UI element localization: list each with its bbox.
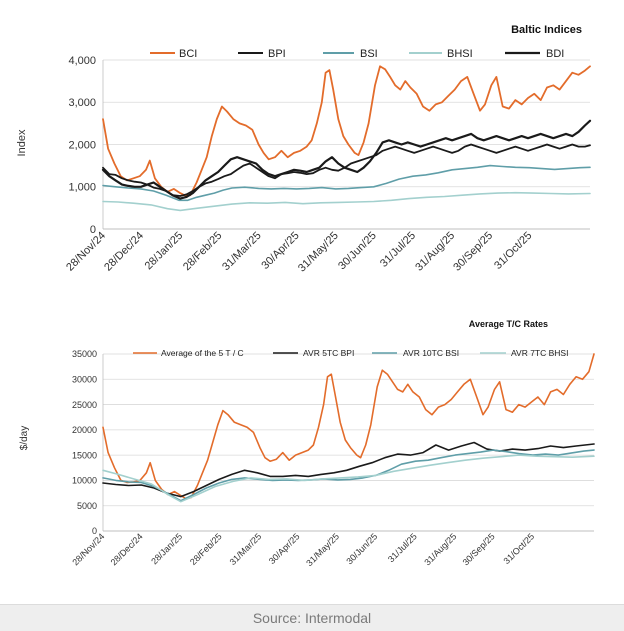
series-line-avr-10tc-bsi bbox=[102, 449, 595, 502]
source-caption: Source: Intermodal bbox=[252, 610, 372, 626]
legend-bci: BCI bbox=[150, 48, 197, 60]
x-tick-label: 30/Jun/25 bbox=[336, 230, 379, 273]
chart2-title: Average T/C Rates bbox=[469, 319, 548, 329]
x-tick-label: 31/Aug/25 bbox=[422, 531, 458, 567]
legend-bsi: BSI bbox=[323, 48, 378, 60]
series-line-avr-7tc-bhsi bbox=[102, 454, 595, 503]
x-tick-label: 31/Jul/25 bbox=[386, 531, 419, 564]
legend-avr-10tc-bsi: AVR 10TC BSI bbox=[372, 348, 459, 358]
series-line-bsi bbox=[102, 164, 591, 202]
legend-avr-5tc-bpi: AVR 5TC BPI bbox=[273, 348, 354, 358]
series-line-bpi bbox=[102, 143, 591, 197]
x-tick-label: 31/Jul/25 bbox=[378, 230, 418, 270]
y-tick-label: 0 bbox=[92, 526, 97, 536]
source-footer: Source: Intermodal bbox=[0, 604, 624, 631]
x-tick-label: 31/May/25 bbox=[296, 230, 341, 275]
chart1-series bbox=[101, 65, 592, 212]
legend-bpi: BPI bbox=[238, 48, 286, 60]
x-tick-label: 31/Oct/25 bbox=[502, 531, 537, 566]
chart1-gridlines bbox=[102, 59, 590, 230]
y-tick-label: 15000 bbox=[72, 450, 97, 460]
x-tick-label: 28/Jan/25 bbox=[143, 230, 186, 273]
y-tick-label: 5000 bbox=[77, 501, 97, 511]
chart2-y-ticks: 0 5000 10000 15000 20000 25000 30000 35000 bbox=[72, 349, 97, 536]
y-tick-label: 1,000 bbox=[68, 182, 96, 194]
legend-bsi-label: BSI bbox=[360, 48, 378, 60]
x-tick-label: 30/Sep/25 bbox=[461, 531, 497, 567]
x-tick-label: 28/Nov/24 bbox=[70, 531, 106, 567]
x-tick-label: 30/Jun/25 bbox=[344, 531, 379, 566]
x-tick-label: 28/Dec/24 bbox=[109, 531, 145, 567]
baltic-indices-chart: Baltic Indices Index 0 1,000 2,000 3,000 4,0… bbox=[16, 24, 592, 275]
average-tc-rates-chart: Average T/C Rates $/day 0 5000 10000 15000 2… bbox=[19, 319, 595, 568]
y-tick-label: 2,000 bbox=[68, 139, 96, 151]
charts-panel: Baltic Indices Index 0 1,000 2,000 3,000 4,0… bbox=[16, 24, 595, 568]
x-tick-label: 28/Feb/25 bbox=[181, 230, 225, 274]
chart1-y-axis-label: Index bbox=[16, 129, 28, 156]
x-tick-label: 31/Aug/25 bbox=[413, 230, 457, 274]
y-tick-label: 25000 bbox=[72, 400, 97, 410]
x-tick-label: 28/Dec/24 bbox=[102, 230, 146, 274]
x-tick-label: 30/Apr/25 bbox=[267, 531, 302, 566]
legend-avr-5tc-bpi-label: AVR 5TC BPI bbox=[303, 348, 354, 358]
legend-avr-7tc-bhsi-label: AVR 7TC BHSI bbox=[511, 348, 568, 358]
y-tick-label: 20000 bbox=[72, 425, 97, 435]
chart2-series bbox=[102, 353, 595, 503]
chart2-legend: Average of the 5 T / C AVR 5TC BPI AVR 1… bbox=[133, 348, 568, 358]
x-tick-label: 31/Mar/25 bbox=[220, 230, 264, 274]
legend-bdi: BDI bbox=[505, 48, 564, 60]
series-line-bdi bbox=[101, 119, 592, 200]
legend-bci-label: BCI bbox=[179, 48, 197, 60]
x-tick-label: 28/Feb/25 bbox=[188, 531, 224, 567]
y-tick-label: 3,000 bbox=[68, 97, 96, 109]
chart1-title: Baltic Indices bbox=[511, 24, 582, 36]
y-tick-label: 0 bbox=[90, 224, 96, 236]
chart2-y-axis-label: $/day bbox=[19, 426, 30, 450]
chart2-gridlines bbox=[102, 353, 594, 532]
legend-average-5tc: Average of the 5 T / C bbox=[133, 348, 244, 358]
x-tick-label: 31/May/25 bbox=[304, 531, 341, 568]
x-tick-label: 30/Sep/25 bbox=[451, 230, 495, 274]
y-tick-label: 30000 bbox=[72, 375, 97, 385]
charts-svg: Baltic Indices Index 0 1,000 2,000 3,000 4,0… bbox=[16, 24, 595, 568]
chart1-x-ticks: 28/Nov/2428/Dec/2428/Jan/2528/Feb/2531/M… bbox=[64, 230, 534, 275]
legend-avr-7tc-bhsi: AVR 7TC BHSI bbox=[480, 348, 568, 358]
legend-bhsi: BHSI bbox=[409, 48, 473, 60]
y-tick-label: 10000 bbox=[72, 476, 97, 486]
chart1-legend: BCI BPI BSI BHSI BDI bbox=[150, 48, 564, 60]
chart2-x-ticks: 28/Nov/24 28/Dec/24 28/Jan/25 28/Feb/25 31/M… bbox=[70, 531, 536, 568]
x-tick-label: 28/Jan/25 bbox=[149, 531, 184, 566]
legend-avr-10tc-bsi-label: AVR 10TC BSI bbox=[403, 348, 459, 358]
legend-average-5tc-label: Average of the 5 T / C bbox=[161, 348, 244, 358]
series-line-bhsi bbox=[102, 191, 591, 212]
series-line-bci bbox=[102, 65, 591, 197]
legend-bdi-label: BDI bbox=[546, 48, 564, 60]
x-tick-label: 28/Nov/24 bbox=[64, 230, 108, 274]
legend-bpi-label: BPI bbox=[268, 48, 286, 60]
series-line-avr-5tc-bpi bbox=[102, 441, 595, 498]
x-tick-label: 31/Mar/25 bbox=[228, 531, 264, 567]
chart1-y-ticks: 0 1,000 2,000 3,000 4,000 bbox=[68, 55, 96, 236]
y-tick-label: 4,000 bbox=[68, 55, 96, 67]
x-tick-label: 31/Oct/25 bbox=[492, 230, 534, 272]
legend-bhsi-label: BHSI bbox=[447, 48, 473, 60]
y-tick-label: 35000 bbox=[72, 349, 97, 359]
